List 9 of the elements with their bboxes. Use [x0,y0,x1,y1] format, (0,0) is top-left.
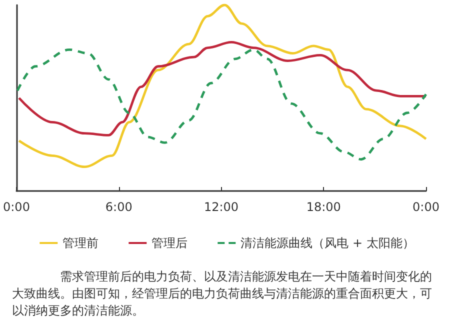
legend-label: 管理前 [62,236,99,250]
text: 需求管理前后的电力负荷、以及清洁能源发电在一天中随着时间变化的大致曲线。由图可知，经管理后的电力负荷曲线与清洁能源的重合面积更大，可以消纳更多的清洁能源。 [12,270,432,318]
legend-label: 管理后 [152,236,188,250]
legend-label: 清洁能源曲线（风电 + 太阳能） [240,236,414,250]
x-tick-label: 18:00 [306,200,341,214]
x-tick-label: 0:00 [2,200,30,214]
x-tick-label: 6:00 [105,200,132,214]
x-tick-label: 0:00 [412,200,440,214]
x-tick-label: 12:00 [204,200,239,214]
